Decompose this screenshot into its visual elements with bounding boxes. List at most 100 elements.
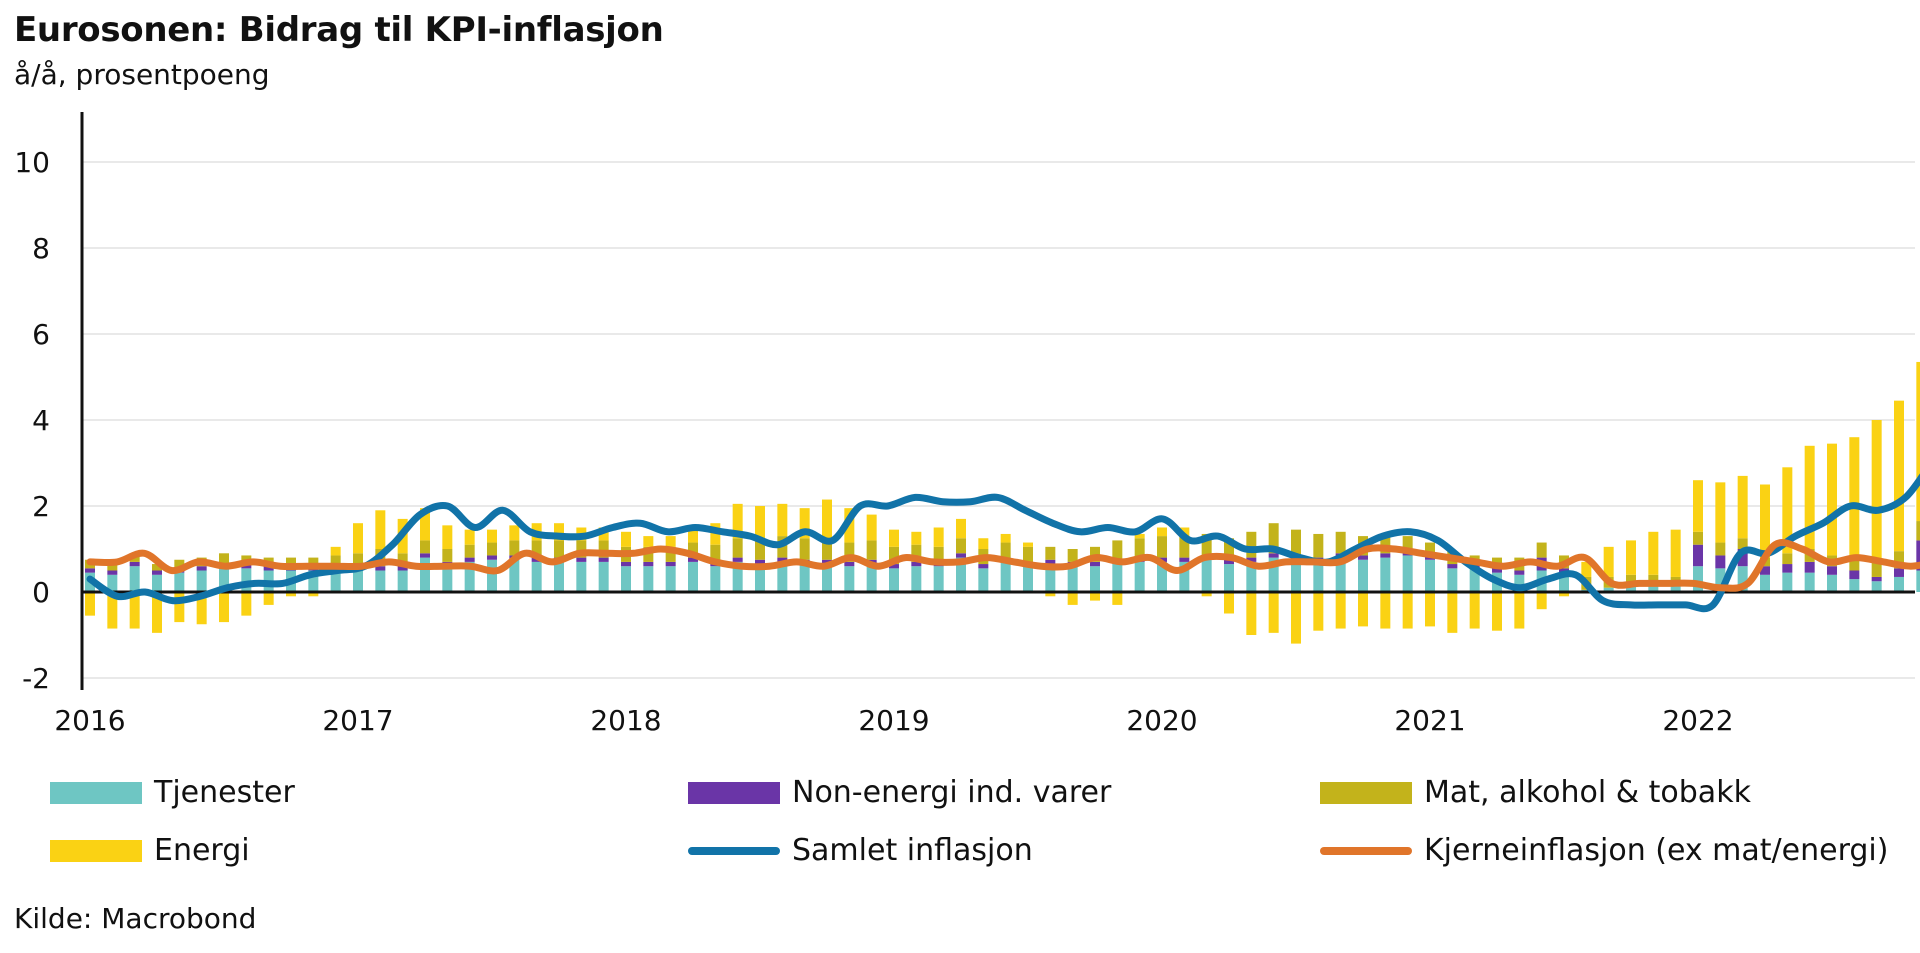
- legend-item-nonenergi: Non-energi ind. varer: [688, 775, 1111, 810]
- bar-energi: [1827, 443, 1837, 556]
- bar-tjenester: [1894, 576, 1904, 592]
- bar-energi: [263, 592, 274, 605]
- bar-tjenester: [1134, 561, 1145, 592]
- bar-energi: [1760, 484, 1770, 558]
- legend-label-samlet: Samlet inflasjon: [792, 833, 1033, 868]
- bar-mat: [1402, 536, 1413, 552]
- bar-tjenester: [1358, 559, 1368, 592]
- bar-tjenester: [866, 564, 877, 592]
- bar-nonenergi: [241, 564, 252, 569]
- bar-mat: [1157, 536, 1167, 558]
- bar-nonenergi: [1849, 570, 1860, 580]
- bar-energi: [1067, 592, 1078, 605]
- bar-nonenergi: [1804, 561, 1815, 573]
- legend-swatch-kjerne: [1320, 846, 1412, 855]
- bar-nonenergi: [1916, 540, 1920, 571]
- bar-tjenester: [1916, 570, 1920, 592]
- bar-tjenester: [1447, 568, 1458, 592]
- y-tick-label: 10: [14, 146, 50, 179]
- bar-energi: [1045, 592, 1056, 597]
- bar-energi: [1246, 592, 1257, 635]
- bar-energi: [286, 592, 296, 597]
- legend-item-mat: Mat, alkohol & tobakk: [1320, 775, 1751, 810]
- bar-tjenester: [420, 557, 430, 592]
- bar-tjenester: [1559, 572, 1569, 592]
- bar-nonenergi: [1693, 544, 1703, 567]
- bar-mat: [732, 538, 743, 558]
- bar-nonenergi: [1447, 564, 1458, 569]
- bar-nonenergi: [889, 564, 899, 569]
- bar-energi: [442, 525, 453, 549]
- bar-tjenester: [755, 564, 765, 592]
- bar-energi: [621, 531, 631, 547]
- bar-energi: [978, 538, 989, 549]
- legend-swatch-tjenester: [50, 781, 142, 804]
- bar-nonenergi: [643, 561, 654, 567]
- chart-subtitle: å/å, prosentpoeng: [14, 58, 270, 91]
- bar-tjenester: [487, 559, 497, 592]
- bar-nonenergi: [688, 557, 698, 562]
- bar-energi: [375, 510, 386, 549]
- bar-mat: [822, 538, 832, 560]
- bar-nonenergi: [978, 564, 989, 569]
- bar-tjenester: [576, 561, 587, 592]
- bar-tjenester: [1090, 566, 1100, 592]
- bar-energi: [866, 514, 877, 541]
- bar-tjenester: [1157, 561, 1167, 592]
- bar-nonenergi: [129, 561, 140, 567]
- bar-tjenester: [152, 574, 162, 592]
- bar-energi: [956, 518, 966, 539]
- bar-energi: [822, 499, 832, 539]
- bar-nonenergi: [107, 570, 118, 575]
- bar-mat: [889, 546, 899, 565]
- y-tick-label: 8: [32, 232, 50, 265]
- bar-energi: [487, 529, 497, 543]
- bar-tjenester: [129, 566, 140, 592]
- bar-tjenester: [1402, 555, 1413, 592]
- bar-energi: [1402, 592, 1413, 629]
- bar-energi: [1179, 527, 1190, 537]
- bar-energi: [1693, 480, 1703, 532]
- bar-energi: [196, 592, 207, 625]
- bar-mat: [1715, 542, 1726, 556]
- bar-energi: [129, 592, 140, 629]
- bar-nonenergi: [1045, 559, 1056, 565]
- bar-mat: [1626, 574, 1636, 584]
- bar-mat: [330, 555, 341, 565]
- bar-tjenester: [844, 566, 855, 592]
- bar-tjenester: [911, 566, 922, 592]
- bar-mat: [844, 542, 855, 562]
- bar-tjenester: [688, 561, 698, 592]
- bar-energi: [1916, 361, 1920, 522]
- bar-mat: [509, 540, 520, 556]
- bar-nonenergi: [1737, 549, 1748, 567]
- bar-tjenester: [1469, 568, 1480, 592]
- bar-nonenergi: [755, 559, 765, 565]
- bar-energi: [85, 592, 95, 616]
- bar-tjenester: [1112, 564, 1123, 592]
- bar-energi: [1737, 475, 1748, 539]
- line-kjerne: [86, 539, 1920, 592]
- bar-mat: [353, 553, 363, 567]
- bar-energi: [777, 503, 788, 537]
- bar-tjenester: [665, 566, 676, 592]
- bar-energi: [889, 529, 899, 547]
- bar-tjenester: [464, 561, 475, 592]
- bar-nonenergi: [263, 566, 274, 571]
- bar-nonenergi: [1894, 568, 1904, 577]
- bar-tjenester: [1246, 561, 1257, 592]
- bar-nonenergi: [732, 557, 743, 562]
- bar-energi: [1871, 420, 1882, 562]
- bar-mat: [1536, 542, 1547, 558]
- bar-mat: [1224, 538, 1234, 560]
- bar-mat: [286, 557, 296, 567]
- bar-energi: [1581, 561, 1592, 577]
- x-tick-label: 2022: [1662, 704, 1733, 737]
- bar-nonenergi: [464, 557, 475, 562]
- bar-nonenergi: [1760, 566, 1770, 575]
- bar-energi: [509, 525, 520, 541]
- bar-tjenester: [1335, 557, 1346, 592]
- bar-energi: [1000, 533, 1011, 543]
- bar-nonenergi: [822, 559, 832, 565]
- bar-mat: [1871, 561, 1882, 577]
